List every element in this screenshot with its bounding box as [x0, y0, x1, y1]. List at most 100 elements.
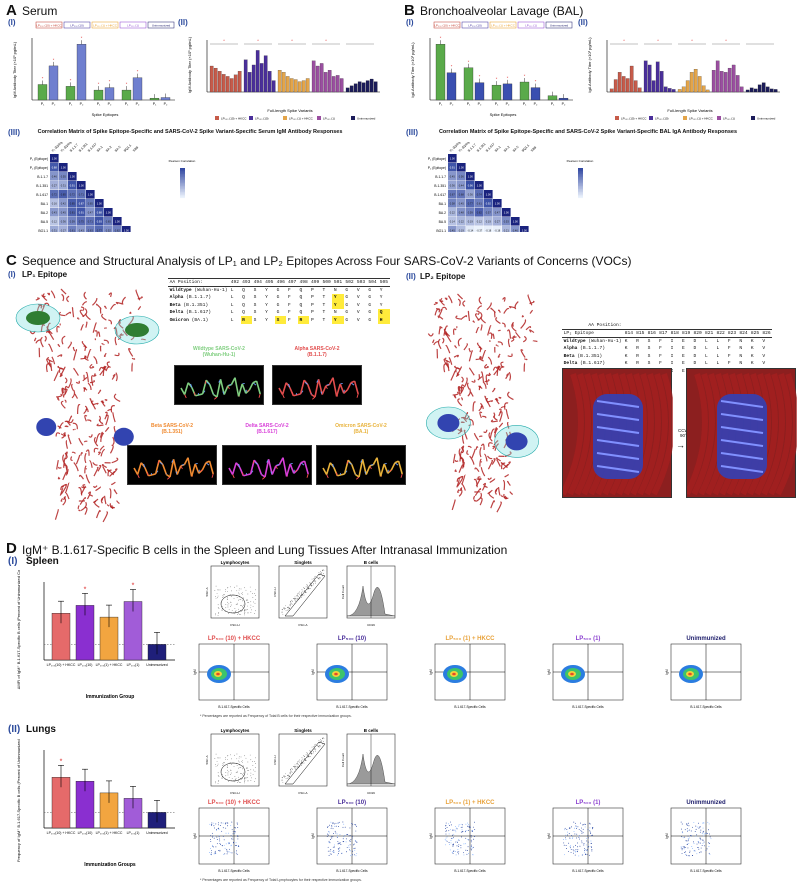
event-dot	[301, 589, 303, 591]
protein-ribbon	[60, 484, 67, 495]
facs-y-label: IgM	[665, 669, 669, 675]
gating-title: Singlets	[294, 728, 312, 733]
cell-value: 0.71	[79, 193, 85, 197]
ribbon	[684, 373, 708, 496]
bar	[251, 64, 256, 93]
event-dot	[314, 580, 315, 581]
bar	[225, 76, 230, 93]
event-dot	[351, 823, 353, 824]
matrix-cell	[68, 172, 77, 181]
matrix-cell	[95, 226, 104, 232]
matrix-cell	[86, 190, 95, 199]
protein-ribbon	[484, 365, 489, 369]
event-dot	[342, 821, 344, 823]
event-dot	[471, 849, 472, 851]
event-dot	[313, 580, 315, 582]
event-dot	[216, 829, 217, 831]
event-dot	[458, 824, 460, 826]
event-dot	[238, 776, 239, 778]
helix-turn	[596, 465, 640, 473]
event-dot	[284, 607, 285, 609]
event-dot	[225, 589, 226, 591]
event-dot	[709, 833, 710, 835]
legend-label: LP₅₀₀ (1) + HKCC	[491, 24, 516, 28]
bar	[121, 89, 132, 101]
matrix-cell	[122, 226, 131, 232]
event-dot	[304, 756, 305, 757]
event-dot	[343, 836, 345, 838]
protein-ribbon	[113, 426, 117, 433]
event-dot	[347, 834, 349, 836]
event-dot	[457, 842, 458, 843]
event-dot	[471, 854, 473, 856]
cell-value: 0.59	[70, 220, 76, 224]
event-dot	[351, 837, 353, 839]
matrix-cell	[50, 226, 59, 232]
protein-ribbon	[71, 390, 76, 399]
protein-ribbon	[494, 311, 496, 318]
residue-cell: Q	[378, 308, 390, 317]
event-dot	[250, 775, 252, 777]
bar	[323, 72, 328, 93]
protein-ribbon	[57, 343, 61, 348]
cell-value: 1.00	[61, 166, 67, 170]
event-dot	[241, 761, 242, 763]
event-dot	[220, 822, 222, 824]
event-dot	[344, 826, 346, 828]
protein-ribbon	[479, 497, 483, 506]
panel-b-ii-label: (II)	[578, 18, 588, 27]
event-dot	[296, 765, 298, 767]
event-dot	[588, 846, 590, 848]
legend-label: LP₅₀₀ (1)	[127, 24, 139, 28]
x-axis-label: Immunization Groups	[84, 862, 136, 868]
protein-ribbon	[91, 375, 95, 386]
event-dot	[337, 822, 339, 824]
event-dot	[346, 847, 348, 848]
event-dot	[329, 853, 331, 855]
event-dot	[453, 829, 455, 831]
event-dot	[587, 841, 589, 843]
legend-box	[147, 21, 175, 29]
panel-b-title: Bronchoalveolar Lavage (BAL)	[420, 4, 584, 18]
event-dot	[254, 610, 256, 612]
event-dot	[331, 825, 333, 827]
matrix-cell	[457, 226, 466, 232]
event-dot	[223, 593, 224, 595]
event-dot	[249, 586, 251, 588]
protein-ribbon	[68, 415, 73, 423]
event-dot	[308, 587, 310, 589]
event-dot	[578, 835, 580, 837]
matrix-cell	[475, 199, 484, 208]
event-dot	[356, 852, 358, 854]
event-dot	[328, 855, 330, 856]
lp2-epitope-blue	[113, 427, 134, 446]
facs-y-label: IgM	[193, 833, 197, 839]
event-dot	[250, 607, 252, 609]
side-chain	[232, 474, 235, 479]
protein-ribbon	[443, 363, 447, 373]
protein-ribbon	[482, 381, 487, 389]
protein-ribbon	[504, 473, 510, 478]
matrix-cell	[475, 181, 484, 190]
event-dot	[238, 614, 240, 615]
event-dot	[210, 848, 212, 849]
event-dot	[246, 599, 248, 600]
protein-ribbon	[78, 437, 84, 446]
legend-label: LP₅₀₀ (1) + HKCC	[93, 24, 118, 28]
event-dot	[320, 577, 321, 579]
event-dot	[701, 844, 703, 846]
event-dot	[304, 759, 306, 761]
cell-value: 0.45	[450, 229, 456, 232]
matrix-cell	[511, 217, 520, 226]
event-dot	[238, 588, 240, 589]
bar	[609, 88, 614, 93]
matrix-cell	[466, 199, 475, 208]
event-dot	[230, 602, 232, 603]
event-dot	[697, 841, 699, 842]
event-dot	[338, 826, 339, 828]
event-dot	[230, 825, 232, 826]
protein-ribbon	[84, 465, 87, 474]
event-dot	[317, 577, 319, 579]
cell-value: 0.43	[79, 229, 85, 232]
